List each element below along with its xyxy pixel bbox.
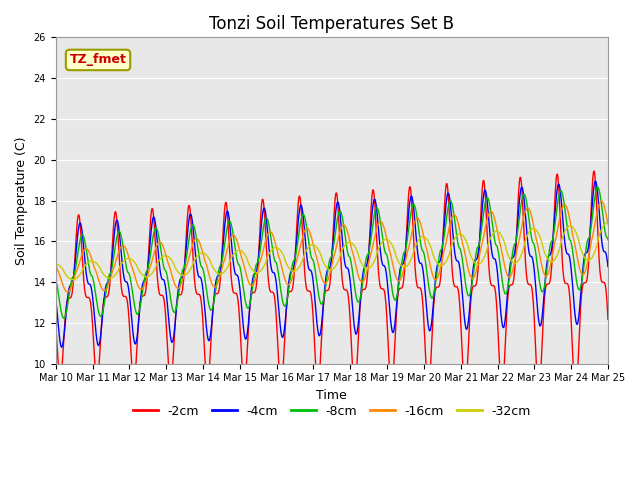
-8cm [60, 315, 68, 321]
-4cm [282, 307, 290, 313]
-2cm [417, 285, 424, 291]
-4cm [508, 255, 516, 261]
-8cm [604, 237, 612, 242]
-32cm [174, 269, 182, 275]
-32cm [508, 259, 516, 264]
-2cm [269, 289, 276, 295]
-4cm [174, 288, 182, 294]
-2cm [590, 168, 598, 174]
-4cm [52, 296, 60, 302]
-2cm [572, 391, 580, 396]
Title: Tonzi Soil Temperatures Set B: Tonzi Soil Temperatures Set B [209, 15, 454, 33]
-2cm [555, 187, 563, 192]
-16cm [52, 262, 60, 267]
-8cm [174, 295, 182, 300]
-32cm [69, 276, 77, 282]
-2cm [604, 316, 612, 322]
-8cm [594, 184, 602, 190]
-4cm [604, 264, 612, 269]
Line: -4cm: -4cm [56, 181, 608, 347]
-2cm [508, 282, 515, 288]
-4cm [591, 178, 599, 184]
-16cm [598, 198, 605, 204]
X-axis label: Time: Time [317, 389, 348, 402]
-2cm [174, 294, 182, 300]
-4cm [58, 344, 65, 350]
-16cm [604, 221, 612, 227]
-8cm [508, 256, 516, 262]
-32cm [269, 246, 276, 252]
-8cm [52, 277, 60, 283]
-32cm [52, 261, 60, 267]
-16cm [417, 221, 425, 227]
-32cm [604, 220, 611, 226]
-4cm [269, 270, 276, 276]
-8cm [556, 191, 563, 197]
-16cm [508, 271, 516, 276]
-32cm [604, 220, 612, 226]
-16cm [269, 232, 276, 238]
Line: -8cm: -8cm [56, 187, 608, 318]
-32cm [282, 260, 290, 266]
-8cm [282, 300, 290, 306]
-16cm [282, 279, 290, 285]
-16cm [556, 217, 563, 223]
-32cm [417, 235, 425, 240]
-8cm [417, 242, 425, 248]
-16cm [64, 289, 72, 295]
-16cm [174, 286, 182, 291]
Y-axis label: Soil Temperature (C): Soil Temperature (C) [15, 136, 28, 265]
Text: TZ_fmet: TZ_fmet [70, 53, 127, 66]
Legend: -2cm, -4cm, -8cm, -16cm, -32cm: -2cm, -4cm, -8cm, -16cm, -32cm [127, 400, 536, 423]
-8cm [269, 249, 276, 254]
Line: -16cm: -16cm [56, 201, 608, 292]
-2cm [52, 323, 60, 328]
-4cm [417, 261, 425, 266]
Line: -2cm: -2cm [56, 171, 608, 394]
-2cm [282, 314, 290, 320]
-4cm [556, 182, 563, 188]
Line: -32cm: -32cm [56, 223, 608, 279]
-32cm [556, 247, 563, 253]
